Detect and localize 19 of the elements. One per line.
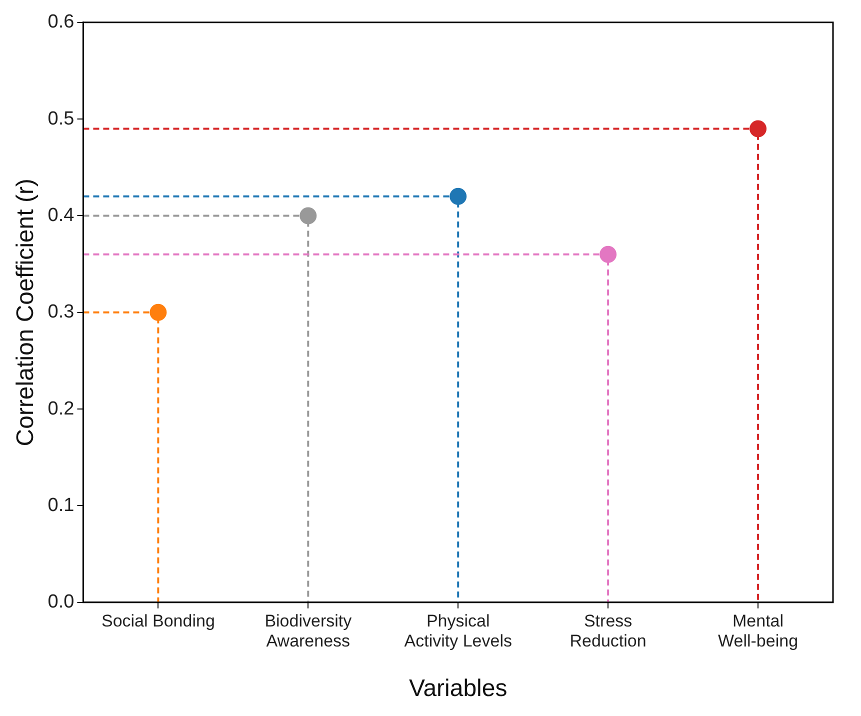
x-tick-label: Biodiversity Awareness (264, 611, 352, 651)
y-tick-label: 0.2 (48, 398, 74, 420)
y-tick-label: 0.4 (48, 204, 75, 226)
y-tick-label: 0.3 (48, 302, 74, 323)
point (600, 246, 617, 263)
x-tick-label: Physical Activity Levels (404, 611, 512, 651)
point (300, 207, 317, 224)
y-tick-label: 0.0 (48, 592, 74, 613)
y-axis-title: Correlation Coefficient (r) (12, 178, 40, 446)
y-tick-label: 0.6 (48, 12, 74, 33)
x-tick-label: Mental Well-being (718, 611, 798, 651)
point (150, 304, 167, 321)
point (750, 120, 767, 138)
y-tick-label: 0.5 (48, 108, 74, 130)
x-axis-title: Variables (408, 675, 508, 702)
x-tick-label: Stress Reduction (570, 611, 646, 651)
x-tick-label: Social Bonding (101, 611, 215, 630)
y-tick-label: 0.1 (48, 494, 74, 516)
point (450, 188, 467, 205)
